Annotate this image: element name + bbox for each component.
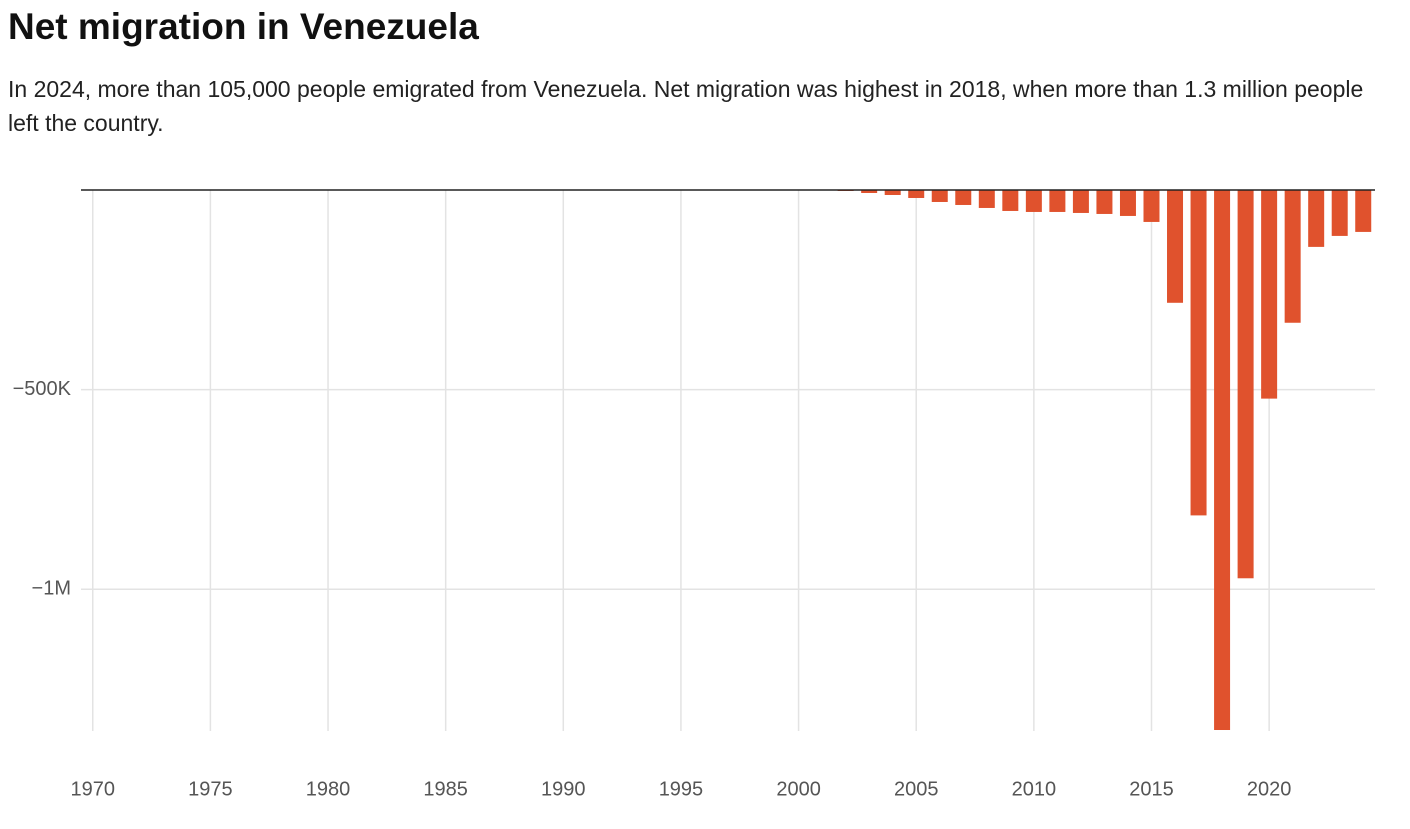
bar (1143, 190, 1160, 222)
bar (1167, 190, 1184, 303)
bar (884, 190, 901, 195)
x-tick-label: 1975 (188, 778, 233, 800)
bar (1284, 190, 1301, 323)
x-tick-label: 1995 (659, 778, 704, 800)
x-tick-label: 1985 (423, 778, 468, 800)
bar (908, 190, 925, 198)
bar (1190, 190, 1207, 516)
y-tick-label: −1M (32, 578, 71, 600)
y-tick-label: −500K (13, 378, 72, 400)
bar (1002, 190, 1019, 211)
x-tick-label: 2020 (1247, 778, 1292, 800)
chart-subtitle: In 2024, more than 105,000 people emigra… (8, 76, 1364, 136)
bar (1261, 190, 1278, 399)
bar (1355, 190, 1372, 232)
bar (1096, 190, 1113, 214)
x-tick-label: 1990 (541, 778, 586, 800)
bar (861, 190, 878, 193)
x-tick-label: 2010 (1012, 778, 1057, 800)
bar (1214, 190, 1231, 731)
bar (931, 190, 948, 202)
bar (1237, 190, 1254, 579)
bar (1119, 190, 1136, 216)
bar (1072, 190, 1089, 213)
x-tick-label: 2015 (1129, 778, 1174, 800)
bar (1331, 190, 1348, 236)
bar (978, 190, 995, 208)
x-tick-label: 2005 (894, 778, 939, 800)
chart-title: Net migration in Venezuela (8, 6, 479, 47)
bar (1049, 190, 1066, 212)
x-tick-label: 1980 (306, 778, 351, 800)
bar (955, 190, 972, 205)
x-tick-label: 1970 (71, 778, 116, 800)
x-tick-label: 2000 (776, 778, 821, 800)
bar (1025, 190, 1042, 212)
bar (1308, 190, 1325, 247)
